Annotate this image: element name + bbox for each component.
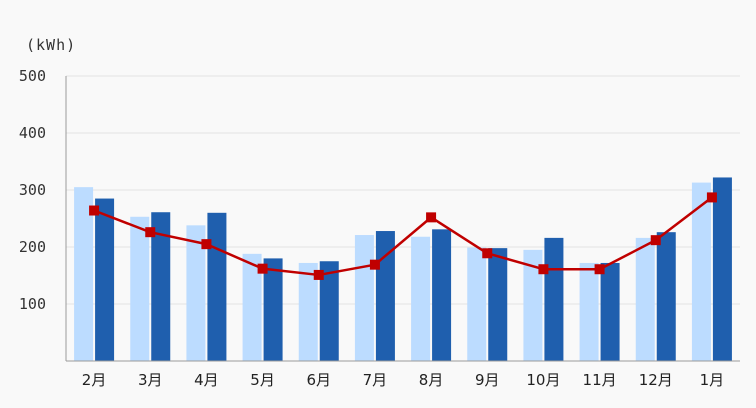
bar (74, 187, 94, 361)
x-tick-label: 3月 (138, 371, 163, 389)
x-tick-label: 4月 (194, 371, 219, 389)
line-marker (650, 235, 661, 246)
y-tick-label: 100 (19, 295, 46, 313)
bar (207, 212, 227, 361)
bar (656, 232, 676, 361)
bar (375, 231, 395, 361)
x-tick-label: 9月 (475, 371, 500, 389)
line-marker (594, 264, 605, 275)
bar (432, 229, 452, 361)
line-marker (313, 269, 324, 280)
bar-series-2 (95, 177, 732, 361)
x-axis-ticks: 2月 3月 4月 5月 6月 7月 8月 9月 10月 11月 12月 1月 (82, 371, 724, 389)
bar (319, 261, 339, 361)
x-tick-label: 12月 (639, 371, 673, 389)
bar (635, 237, 655, 361)
y-tick-label: 200 (19, 238, 46, 256)
bar (354, 235, 374, 361)
line-series-1 (89, 192, 717, 280)
bar (600, 262, 620, 361)
gridlines (66, 75, 740, 305)
x-tick-label: 1月 (700, 371, 725, 389)
bar (130, 216, 150, 361)
line-marker (145, 227, 156, 238)
series-line (93, 196, 713, 277)
bar (151, 212, 171, 361)
y-tick-label: 500 (19, 67, 46, 85)
line-marker (369, 259, 380, 270)
line-marker (257, 263, 268, 274)
bar (298, 262, 318, 361)
bar (467, 247, 487, 361)
line-marker (538, 264, 549, 275)
line-marker (706, 192, 717, 203)
line-marker (426, 212, 437, 223)
x-tick-label: 6月 (306, 371, 331, 389)
bars (74, 177, 732, 361)
y-tick-label: 300 (19, 181, 46, 199)
bar (488, 248, 508, 361)
x-tick-label: 5月 (250, 371, 275, 389)
bar (579, 262, 599, 361)
bar-series-1 (74, 182, 711, 361)
bar (95, 198, 115, 361)
bar (411, 236, 431, 361)
x-tick-label: 8月 (419, 371, 444, 389)
bar (523, 249, 543, 361)
x-tick-label: 7月 (363, 371, 388, 389)
bar (242, 253, 262, 361)
x-tick-label: 10月 (526, 371, 560, 389)
x-tick-label: 2月 (82, 371, 107, 389)
y-axis-unit-label: (kWh) (26, 36, 77, 54)
x-tick-label: 11月 (583, 371, 617, 389)
bar (544, 237, 564, 361)
y-axis-ticks: 100 200 300 400 500 (19, 67, 46, 313)
bar (691, 182, 711, 361)
bar (712, 177, 732, 361)
bar (186, 225, 206, 361)
y-tick-label: 400 (19, 124, 46, 142)
line-marker (89, 205, 100, 216)
bar (263, 258, 283, 361)
line-marker (201, 239, 212, 250)
line-marker (482, 248, 493, 259)
